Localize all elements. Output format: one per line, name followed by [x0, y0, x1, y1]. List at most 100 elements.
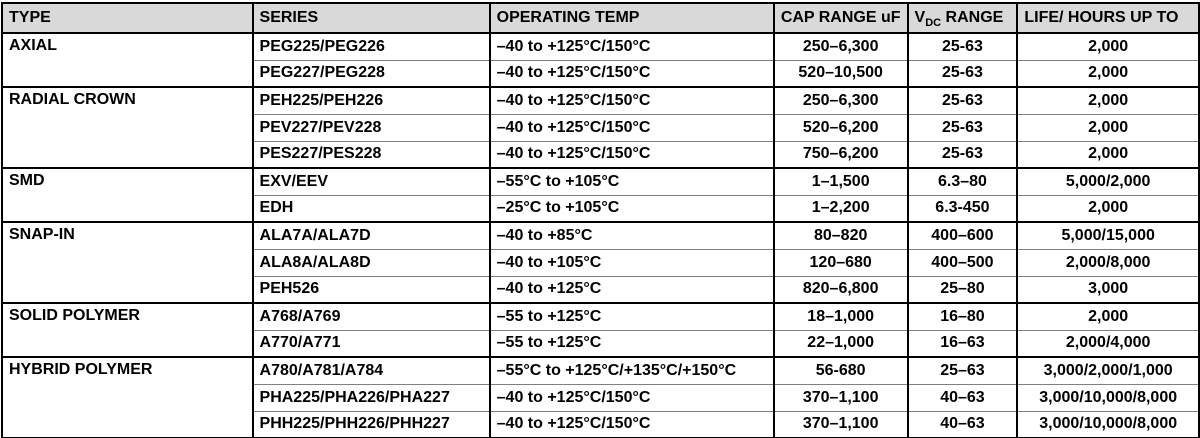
table-row: RADIAL CROWN PEH225/PEH226 –40 to +125°C/1… [1, 86, 1200, 168]
cell-cap: 120–680 [772, 248, 909, 276]
cell-life: 2,000/4,000 [1016, 329, 1200, 357]
cell-type: RADIAL CROWN [1, 86, 254, 168]
cell-life: 2,000 [1016, 86, 1200, 114]
cell-series: PHH225/PHH226/PHH227 [251, 410, 491, 438]
cell-cap: 80–820 [772, 221, 909, 249]
cell-cap: 56-680 [772, 356, 909, 384]
cell-vdc: 6.3–80 [906, 167, 1019, 195]
cell-series: PEH526 [251, 275, 491, 303]
cell-series: A770/A771 [251, 329, 491, 357]
cell-life: 2,000 [1016, 113, 1200, 141]
table-row: A770/A771 –55 to +125°C 22–1,000 16–63 2,000… [2, 329, 1200, 357]
cell-cap: 1–2,200 [772, 194, 909, 222]
column-header-vdc-range: VDC RANGE [906, 2, 1019, 34]
table-row: PEG227/PEG228 –40 to +125°C/150°C 520–10,5… [2, 59, 1200, 87]
cell-vdc: 400–500 [906, 248, 1019, 276]
cell-life: 5,000/2,000 [1016, 167, 1200, 195]
cell-life: 2,000 [1016, 194, 1200, 222]
column-header-type: TYPE [1, 2, 254, 34]
cell-vdc: 25-63 [906, 86, 1019, 114]
cell-vdc: 6.3-450 [906, 194, 1019, 222]
cell-cap: 520–10,500 [772, 59, 909, 87]
cell-temp: –40 to +125°C/150°C [488, 383, 775, 411]
cell-series: PES227/PES228 [251, 140, 491, 168]
cell-life: 2,000 [1016, 140, 1200, 168]
cell-temp: –55 to +125°C [488, 302, 775, 330]
table-row: PHA225/PHA226/PHA227 –40 to +125°C/150°C 3… [2, 383, 1200, 411]
cell-temp: –40 to +85°C [488, 221, 775, 249]
cell-cap: 18–1,000 [772, 302, 909, 330]
vdc-subscript: DC [925, 17, 942, 30]
table-row: PEV227/PEV228 –40 to +125°C/150°C 520–6,20… [2, 113, 1200, 141]
cell-cap: 22–1,000 [772, 329, 909, 357]
cell-life: 3,000/2,000/1,000 [1016, 356, 1200, 384]
cell-temp: –40 to +125°C/150°C [488, 32, 775, 60]
cell-vdc: 400–600 [906, 221, 1019, 249]
cell-temp: –55°C to +105°C [488, 167, 775, 195]
cell-series: EXV/EEV [251, 167, 491, 195]
cell-life: 3,000/10,000/8,000 [1016, 410, 1200, 438]
table-row: SOLID POLYMER A768/A769 –55 to +125°C 18–1,… [1, 302, 1200, 357]
cell-vdc: 25-63 [906, 113, 1019, 141]
cell-cap: 370–1,100 [772, 410, 909, 438]
cell-temp: –40 to +125°C/150°C [488, 59, 775, 87]
vdc-rest: RANGE [941, 9, 1004, 26]
cell-cap: 1–1,500 [772, 167, 909, 195]
column-header-series: SERIES [251, 2, 491, 34]
cell-life: 2,000/8,000 [1016, 248, 1200, 276]
cell-vdc: 25-63 [906, 140, 1019, 168]
table-row: SMD EXV/EEV –55°C to +105°C 1–1,500 6.3–80 5,… [1, 167, 1200, 222]
table-row: PEH526 –40 to +125°C 820–6,800 25–80 3,000 [2, 275, 1200, 303]
table-row: PES227/PES228 –40 to +125°C/150°C 750–6,20… [2, 140, 1200, 168]
cell-type: SOLID POLYMER [1, 302, 254, 357]
cell-life: 3,000 [1016, 275, 1200, 303]
table-row: HYBRID POLYMER A780/A781/A784 –55°C to +12… [1, 356, 1200, 438]
cell-temp: –40 to +125°C/150°C [488, 410, 775, 438]
cell-temp: –55 to +125°C [488, 329, 775, 357]
cell-series: PEV227/PEV228 [251, 113, 491, 141]
column-header-cap-range: CAP RANGE uF [772, 2, 909, 34]
cell-vdc: 25-63 [906, 32, 1019, 60]
cell-cap: 370–1,100 [772, 383, 909, 411]
cell-type: SNAP-IN [1, 221, 254, 303]
cell-series: A768/A769 [251, 302, 491, 330]
cell-vdc: 25–63 [906, 356, 1019, 384]
table-row: SNAP-IN ALA7A/ALA7D –40 to +85°C 80–820 400–… [1, 221, 1200, 303]
cell-life: 2,000 [1016, 302, 1200, 330]
cell-cap: 250–6,300 [772, 86, 909, 114]
cell-type: HYBRID POLYMER [1, 356, 254, 438]
cell-life: 3,000/10,000/8,000 [1016, 383, 1200, 411]
cell-cap: 820–6,800 [772, 275, 909, 303]
cell-series: ALA8A/ALA8D [251, 248, 491, 276]
cell-life: 2,000 [1016, 59, 1200, 87]
cell-cap: 520–6,200 [772, 113, 909, 141]
cell-series: EDH [251, 194, 491, 222]
cell-vdc: 40–63 [906, 410, 1019, 438]
cell-temp: –40 to +125°C/150°C [488, 140, 775, 168]
table-row: AXIAL PEG225/PEG226 –40 to +125°C/150°C 250… [1, 32, 1200, 87]
table-row: PHH225/PHH226/PHH227 –40 to +125°C/150°C 3… [2, 410, 1200, 438]
cell-temp: –40 to +125°C/150°C [488, 86, 775, 114]
table-row: ALA8A/ALA8D –40 to +105°C 120–680 400–500 2,… [2, 248, 1200, 276]
cell-temp: –40 to +125°C/150°C [488, 113, 775, 141]
table-body: AXIAL PEG225/PEG226 –40 to +125°C/150°C 250… [1, 32, 1200, 438]
cell-vdc: 40–63 [906, 383, 1019, 411]
cell-life: 5,000/15,000 [1016, 221, 1200, 249]
cell-vdc: 25-63 [906, 59, 1019, 87]
cell-life: 2,000 [1016, 32, 1200, 60]
cell-vdc: 25–80 [906, 275, 1019, 303]
cell-vdc: 16–63 [906, 329, 1019, 357]
header-row: TYPE SERIES OPERATING TEMP CAP RANGE uF … [1, 2, 1200, 34]
cell-series: PEH225/PEH226 [251, 86, 491, 114]
cell-series: PHA225/PHA226/PHA227 [251, 383, 491, 411]
cell-type: AXIAL [1, 32, 254, 87]
cell-cap: 750–6,200 [772, 140, 909, 168]
column-header-operating-temp: OPERATING TEMP [488, 2, 775, 34]
cell-vdc: 16–80 [906, 302, 1019, 330]
cell-temp: –40 to +105°C [488, 248, 775, 276]
cell-series: A780/A781/A784 [251, 356, 491, 384]
cell-series: PEG227/PEG228 [251, 59, 491, 87]
cell-temp: –25°C to +105°C [488, 194, 775, 222]
table-row: EDH –25°C to +105°C 1–2,200 6.3-450 2,000 [2, 194, 1200, 222]
